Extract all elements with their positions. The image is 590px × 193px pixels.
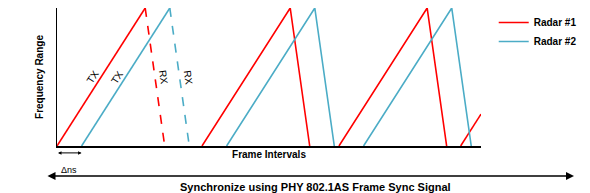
svg-text:Radar #1: Radar #1	[534, 17, 577, 28]
svg-text:TX: TX	[85, 68, 101, 85]
svg-text:RX: RX	[182, 70, 195, 86]
svg-text:TX: TX	[109, 69, 125, 86]
svg-text:Synchronize using PHY 802.1AS: Synchronize using PHY 802.1AS Frame Sync…	[180, 181, 451, 193]
svg-text:Δns: Δns	[61, 165, 77, 175]
svg-text:Frequency Range: Frequency Range	[34, 35, 45, 119]
svg-text:RX: RX	[157, 69, 170, 85]
svg-text:Radar #2: Radar #2	[534, 36, 577, 47]
svg-text:Frame Intervals: Frame Intervals	[232, 149, 306, 160]
